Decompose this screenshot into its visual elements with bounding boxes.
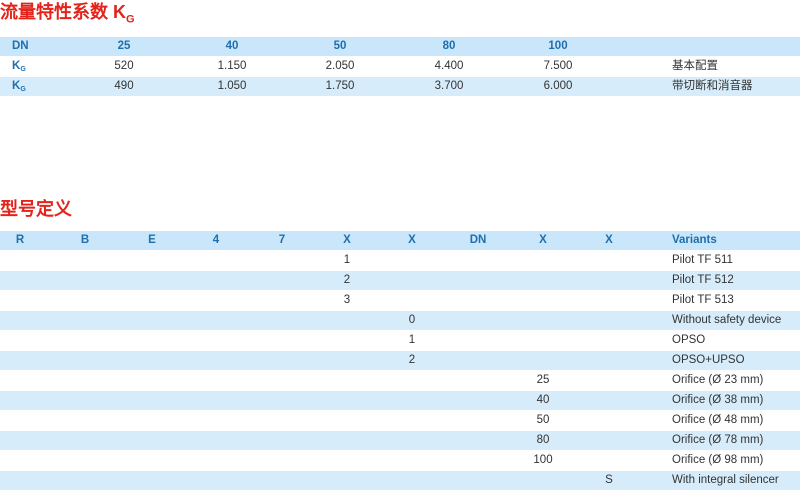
title-subscript: G (126, 13, 135, 26)
table-row: 50 Orifice (Ø 48 mm) (0, 411, 800, 430)
code-cell: 40 (536, 394, 550, 406)
variant-cell: Orifice (Ø 78 mm) (672, 434, 764, 446)
value-cell: 2.050 (325, 60, 355, 72)
table-row: KG 490 1.050 1.750 3.700 6.000 带切断和消音器 (0, 77, 800, 96)
header-cell: Variants (672, 234, 717, 246)
table-row: 40 Orifice (Ø 38 mm) (0, 391, 800, 410)
table-row: 1 Pilot TF 511 (0, 251, 800, 270)
value-cell: 1.750 (325, 80, 355, 92)
section-title: 流量特性系数 KG (0, 0, 135, 26)
variant-cell: Pilot TF 512 (672, 274, 734, 286)
value-cell: 3.700 (434, 80, 464, 92)
header-cell: 50 (333, 40, 347, 52)
variant-cell: Pilot TF 513 (672, 294, 734, 306)
variant-cell: Orifice (Ø 48 mm) (672, 414, 764, 426)
code-cell: 1 (408, 334, 416, 346)
code-cell: 50 (536, 414, 550, 426)
section-title: 型号定义 (0, 199, 72, 219)
value-cell: 4.400 (434, 60, 464, 72)
code-cell: 2 (408, 354, 416, 366)
header-cell: E (148, 234, 156, 246)
table-row: 3 Pilot TF 513 (0, 291, 800, 310)
table-row: KG 520 1.150 2.050 4.400 7.500 基本配置 (0, 57, 800, 76)
header-cell: DN (12, 40, 29, 52)
table-row: 25 Orifice (Ø 23 mm) (0, 371, 800, 390)
header-cell: 100 (548, 40, 568, 52)
label-subscript: G (20, 86, 26, 93)
header-cell: X (605, 234, 613, 246)
variant-cell: Orifice (Ø 38 mm) (672, 394, 764, 406)
table-row: 0 Without safety device (0, 311, 800, 330)
table-row: 2 OPSO+UPSO (0, 351, 800, 370)
note-cell: 带切断和消音器 (672, 80, 753, 92)
table-row: 2 Pilot TF 512 (0, 271, 800, 290)
row-label: KG (12, 57, 26, 77)
header-cell: 7 (278, 234, 286, 246)
header-cell: 4 (212, 234, 220, 246)
variant-cell: Orifice (Ø 23 mm) (672, 374, 764, 386)
value-cell: 490 (114, 80, 134, 92)
header-cell: DN (469, 234, 487, 246)
label-subscript: G (20, 66, 26, 73)
row-label: KG (12, 77, 26, 97)
header-cell: B (80, 234, 90, 246)
label-text: K (12, 80, 21, 92)
label-text: K (12, 60, 21, 72)
variant-cell: OPSO+UPSO (672, 354, 745, 366)
code-cell: 2 (343, 274, 351, 286)
variant-cell: Orifice (Ø 98 mm) (672, 454, 764, 466)
value-cell: 6.000 (543, 80, 573, 92)
header-cell: 25 (117, 40, 131, 52)
code-cell: 25 (536, 374, 550, 386)
variant-cell: Pilot TF 511 (672, 254, 733, 266)
value-cell: 7.500 (543, 60, 573, 72)
variant-cell: Without safety device (672, 314, 782, 326)
variant-cell: OPSO (672, 334, 706, 346)
header-cell: 80 (442, 40, 456, 52)
value-cell: 520 (114, 60, 134, 72)
value-cell: 1.050 (217, 80, 247, 92)
code-cell: S (605, 474, 613, 486)
value-cell: 1.150 (217, 60, 247, 72)
table-row: S With integral silencer (0, 471, 800, 490)
code-cell: 100 (533, 454, 553, 466)
header-cell: X (408, 234, 416, 246)
header-cell: R (15, 234, 25, 246)
header-row: R B E 4 7 X X DN X X Variants (0, 231, 800, 250)
title-text: 流量特性系数 K (0, 2, 126, 22)
code-cell: 1 (343, 254, 351, 266)
table-row: 80 Orifice (Ø 78 mm) (0, 431, 800, 450)
header-cell: X (539, 234, 547, 246)
header-row: DN 25 40 50 80 100 (0, 37, 800, 56)
code-cell: 80 (536, 434, 550, 446)
code-cell: 3 (343, 294, 351, 306)
header-cell: X (343, 234, 351, 246)
header-cell: 40 (225, 40, 239, 52)
table-row: 100 Orifice (Ø 98 mm) (0, 451, 800, 470)
table-row: 1 OPSO (0, 331, 800, 350)
variant-cell: With integral silencer (672, 474, 779, 486)
note-cell: 基本配置 (672, 60, 718, 72)
code-cell: 0 (408, 314, 416, 326)
